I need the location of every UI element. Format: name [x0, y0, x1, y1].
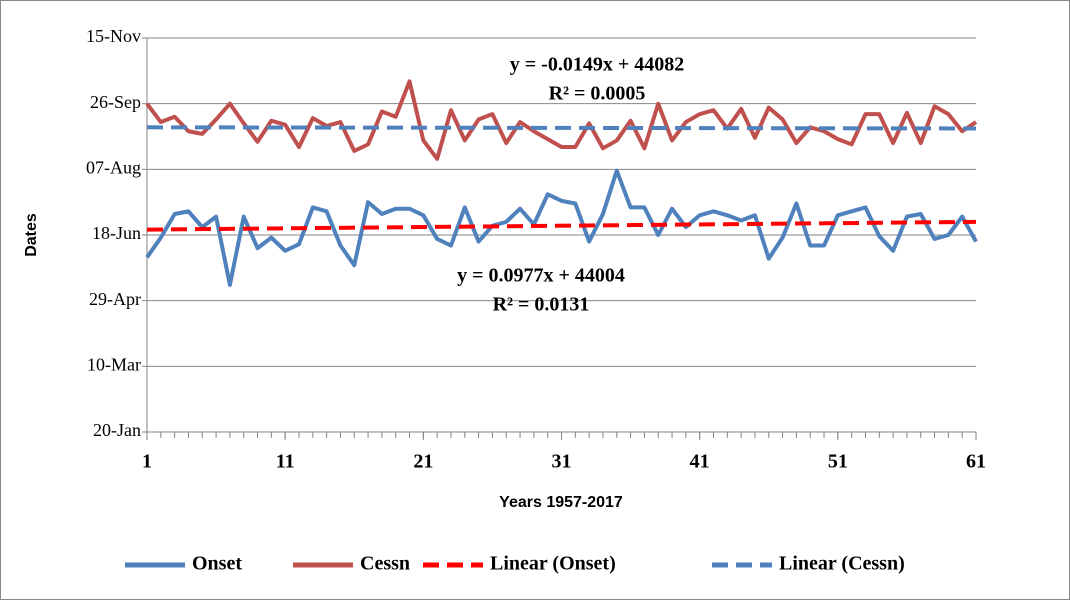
- annotation: R² = 0.0005: [549, 83, 646, 105]
- legend-label: Onset: [192, 553, 242, 575]
- x-tick-label: 61: [966, 451, 986, 473]
- x-tick-label: 41: [690, 451, 710, 473]
- annotation: R² = 0.0131: [493, 294, 590, 316]
- annotation: y = -0.0149x + 44082: [510, 54, 684, 76]
- y-tick-label: 20-Jan: [93, 420, 141, 440]
- series-line: [145, 168, 978, 287]
- x-tick-label: 11: [276, 451, 295, 473]
- legend-label: Cessn: [360, 553, 410, 575]
- y-tick-label: 29-Apr: [89, 289, 141, 309]
- legend-label: Linear (Onset): [490, 553, 616, 575]
- trend-line: [146, 125, 977, 131]
- annotation: y = 0.0977x + 44004: [457, 265, 625, 287]
- y-tick-label: 15-Nov: [86, 26, 141, 46]
- series-line: [145, 79, 978, 161]
- x-tick-label: 51: [828, 451, 848, 473]
- x-axis-title: Years 1957-2017: [499, 494, 623, 511]
- x-tick-label: 1: [142, 451, 152, 473]
- legend-label: Linear (Cessn): [779, 553, 905, 575]
- y-tick-label: 07-Aug: [86, 157, 141, 177]
- x-tick-label: 31: [552, 451, 572, 473]
- x-tick-label: 21: [413, 451, 433, 473]
- y-tick-label: 26-Sep: [90, 92, 141, 112]
- y-tick-label: 18-Jun: [92, 223, 141, 243]
- y-axis-title: Dates: [23, 213, 40, 257]
- y-tick-label: 10-Mar: [87, 354, 141, 374]
- trend-line: [146, 219, 977, 232]
